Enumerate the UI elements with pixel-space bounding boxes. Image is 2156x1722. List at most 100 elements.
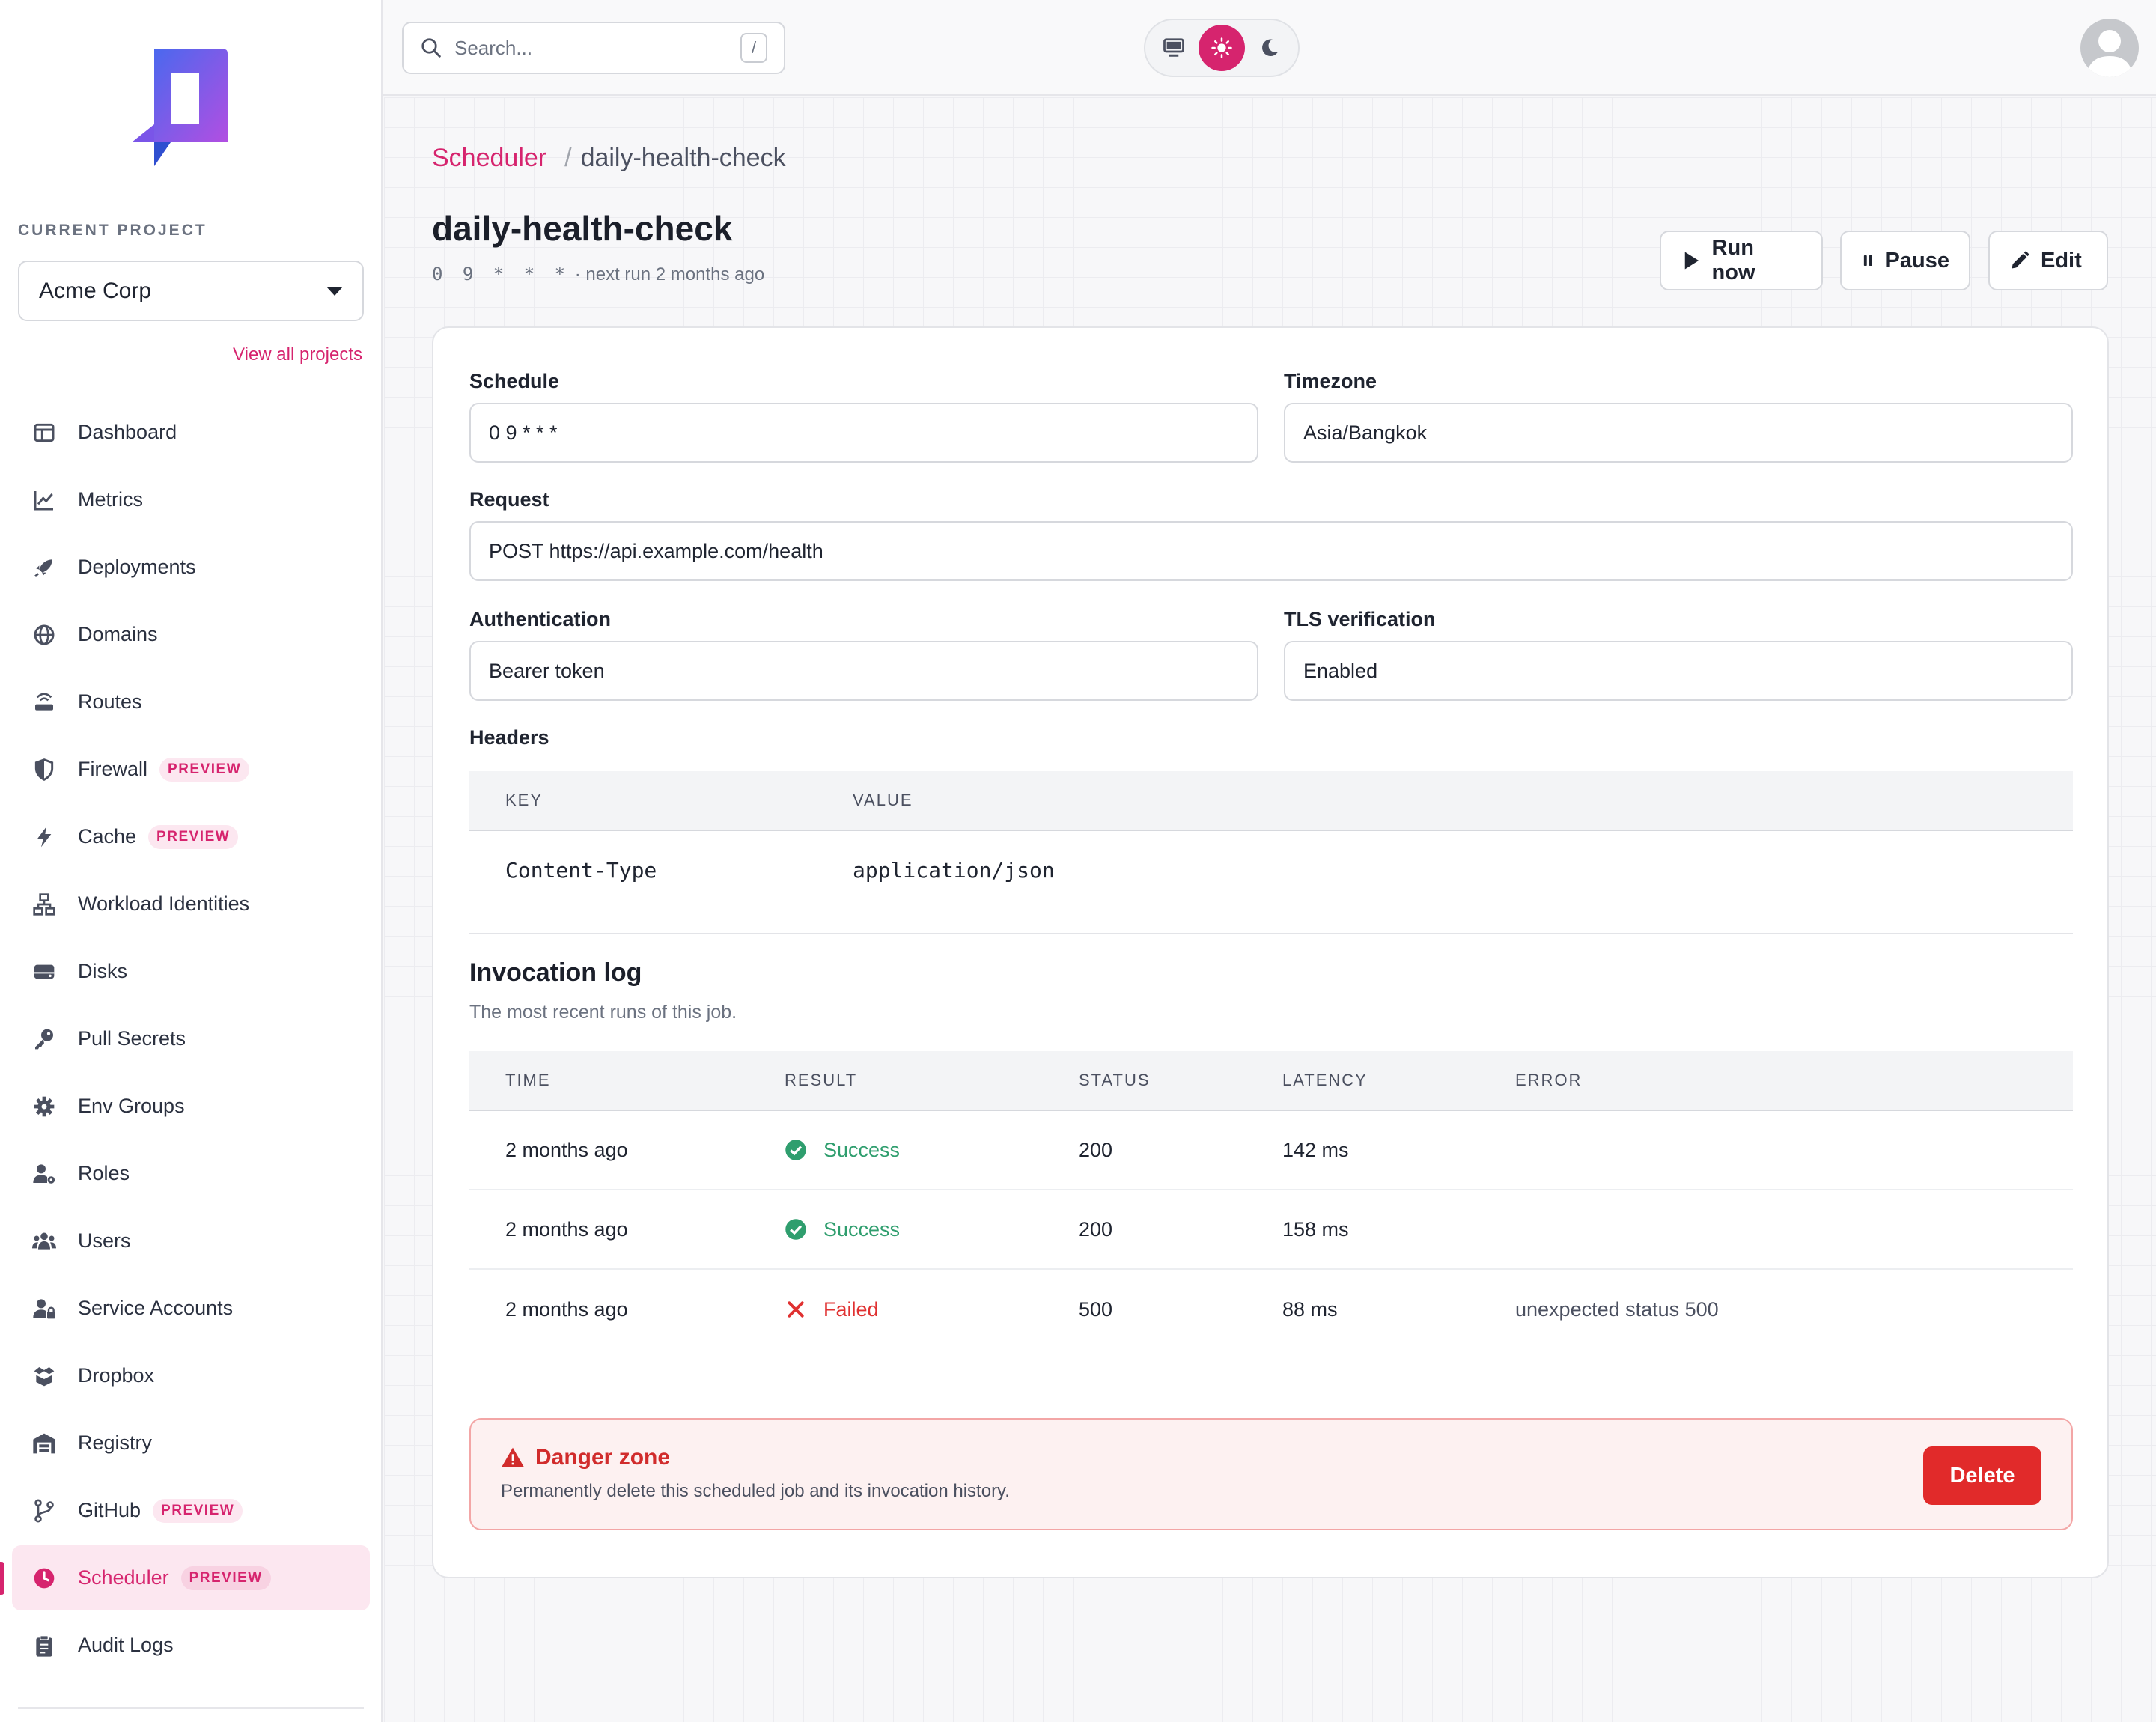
sidebar-item-label: Dashboard: [78, 421, 177, 443]
column-header-latency: LATENCY: [1282, 1071, 1368, 1089]
sidebar-item-registry[interactable]: Registry: [12, 1411, 370, 1476]
sidebar-item-env-groups[interactable]: Env Groups: [12, 1074, 370, 1139]
user-gear-icon: [31, 1161, 57, 1187]
danger-zone: Danger zone Permanently delete this sche…: [469, 1418, 2073, 1530]
search-box[interactable]: /: [402, 22, 785, 74]
tls-verification-field[interactable]: Enabled: [1284, 641, 2073, 701]
status-cell: 200: [1079, 1138, 1113, 1161]
column-header-value: VALUE: [853, 791, 913, 809]
sidebar-item-label: Domains: [78, 623, 158, 645]
timezone-field[interactable]: Asia/Bangkok: [1284, 403, 2073, 463]
cron-expression: 0 9 * * *: [432, 264, 570, 285]
project-select[interactable]: Acme Corp: [18, 261, 364, 321]
pause-button[interactable]: Pause: [1840, 231, 1970, 290]
sidebar-item-label: Roles: [78, 1162, 130, 1184]
result-cell: Failed: [785, 1298, 1079, 1321]
table-row: 2 months ago Success 200 142 ms: [469, 1111, 2073, 1190]
sidebar-item-firewall[interactable]: Firewall PREVIEW: [12, 737, 370, 802]
project-select-value: Acme Corp: [39, 278, 152, 303]
tls-verification-label: TLS verification: [1284, 608, 1436, 630]
clipboard-icon: [31, 1633, 57, 1658]
users-icon: [31, 1229, 57, 1254]
delete-button[interactable]: Delete: [1923, 1446, 2041, 1505]
header-key-cell: Content-Type: [505, 857, 657, 883]
time-cell: 2 months ago: [505, 1217, 628, 1241]
current-project-label: CURRENT PROJECT: [18, 222, 207, 239]
sidebar-item-disks[interactable]: Disks: [12, 939, 370, 1004]
sidebar-item-label: Disks: [78, 960, 127, 982]
result-cell: Success: [785, 1139, 1079, 1162]
result-label: Success: [823, 1138, 901, 1161]
sidebar-item-routes[interactable]: Routes: [12, 669, 370, 734]
theme-toggle: [1144, 19, 1300, 77]
run-now-button[interactable]: Run now: [1660, 231, 1823, 290]
x-icon: [788, 1301, 804, 1318]
sidebar-item-dropbox[interactable]: Dropbox: [12, 1343, 370, 1408]
sidebar-item-pull-secrets[interactable]: Pull Secrets: [12, 1006, 370, 1071]
pencil-icon: [2012, 251, 2029, 269]
view-all-projects-link[interactable]: View all projects: [233, 344, 362, 365]
latency-cell: 88 ms: [1282, 1297, 1338, 1321]
request-field[interactable]: POST https://api.example.com/health: [469, 521, 2073, 581]
gear-icon: [31, 1094, 57, 1119]
result-label: Success: [823, 1217, 901, 1241]
sidebar-item-label: Dropbox: [78, 1364, 155, 1387]
app-logo[interactable]: [132, 49, 229, 169]
breadcrumb: Scheduler / daily-health-check: [432, 144, 786, 173]
sidebar-item-label: Routes: [78, 690, 142, 713]
search-shortcut-hint: /: [740, 33, 767, 63]
sidebar-item-metrics[interactable]: Metrics: [12, 467, 370, 532]
breadcrumb-scheduler-link[interactable]: Scheduler: [432, 144, 547, 172]
key-icon: [31, 1026, 57, 1052]
invocation-log-title: Invocation log: [469, 958, 642, 987]
theme-light-button[interactable]: [1199, 25, 1245, 71]
job-subtitle: 0 9 * * * · next run 2 months ago: [432, 264, 764, 285]
pause-icon: [1863, 255, 1872, 266]
sidebar-item-roles[interactable]: Roles: [12, 1141, 370, 1206]
theme-system-button[interactable]: [1151, 25, 1197, 71]
sun-icon: [1211, 37, 1232, 58]
breadcrumb-separator: /: [564, 144, 572, 172]
warning-icon: [502, 1447, 524, 1467]
user-avatar[interactable]: [2080, 19, 2139, 77]
preview-badge: PREVIEW: [153, 1498, 243, 1523]
user-lock-icon: [31, 1296, 57, 1321]
sidebar-item-users[interactable]: Users: [12, 1208, 370, 1274]
check-circle-icon: [785, 1219, 806, 1240]
edit-button[interactable]: Edit: [1988, 231, 2108, 290]
sidebar-item-deployments[interactable]: Deployments: [12, 535, 370, 600]
next-run-text: · next run 2 months ago: [574, 264, 765, 285]
schedule-label: Schedule: [469, 370, 560, 392]
table-row: 2 months ago Success 200 158 ms: [469, 1190, 2073, 1270]
status-cell: 200: [1079, 1217, 1113, 1241]
sidebar-item-label: Env Groups: [78, 1095, 185, 1117]
column-header-key: KEY: [505, 791, 543, 809]
theme-dark-button[interactable]: [1246, 25, 1293, 71]
authentication-field[interactable]: Bearer token: [469, 641, 1258, 701]
column-header-result: RESULT: [785, 1071, 858, 1089]
danger-zone-description: Permanently delete this scheduled job an…: [501, 1481, 1010, 1501]
moon-icon: [1262, 39, 1279, 56]
sidebar-item-audit-logs[interactable]: Audit Logs: [12, 1613, 370, 1678]
box-icon: [31, 1363, 57, 1389]
sidebar-item-label: Firewall: [78, 758, 148, 780]
sidebar-item-domains[interactable]: Domains: [12, 602, 370, 667]
sidebar-item-github[interactable]: GitHub PREVIEW: [12, 1478, 370, 1543]
warehouse-icon: [31, 1431, 57, 1456]
chart-line-icon: [31, 487, 57, 513]
sidebar-item-service-accounts[interactable]: Service Accounts: [12, 1276, 370, 1341]
sidebar-item-label: Service Accounts: [78, 1297, 234, 1319]
section-divider: [469, 933, 2073, 934]
page-title: daily-health-check: [432, 209, 733, 248]
router-icon: [31, 690, 57, 715]
latency-cell: 158 ms: [1282, 1217, 1349, 1241]
invocation-log-header: TIME RESULT STATUS LATENCY ERROR: [469, 1051, 2073, 1111]
schedule-field[interactable]: 0 9 * * *: [469, 403, 1258, 463]
sidebar-item-scheduler[interactable]: Scheduler PREVIEW: [0, 1545, 370, 1610]
search-input[interactable]: [454, 36, 740, 60]
sidebar-item-cache[interactable]: Cache PREVIEW: [12, 804, 370, 869]
sidebar-item-workload-identities[interactable]: Workload Identities: [12, 871, 370, 937]
sidebar-item-dashboard[interactable]: Dashboard: [12, 400, 370, 465]
danger-zone-title-text: Danger zone: [535, 1445, 671, 1470]
preview-badge: PREVIEW: [148, 824, 239, 849]
